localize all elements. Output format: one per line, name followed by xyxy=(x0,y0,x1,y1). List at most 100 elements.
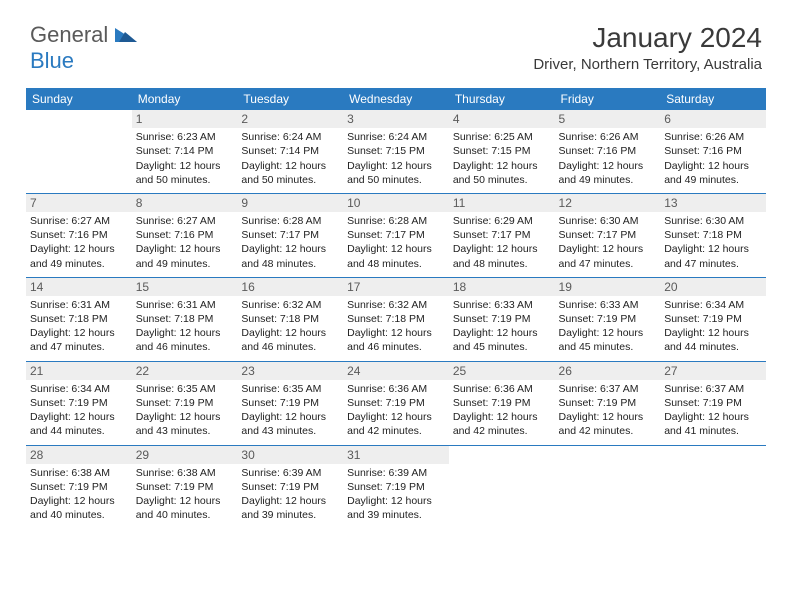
daylight-text: Daylight: 12 hours and 46 minutes. xyxy=(347,326,445,354)
daylight-text: Daylight: 12 hours and 47 minutes. xyxy=(30,326,128,354)
calendar-cell: 17Sunrise: 6:32 AMSunset: 7:18 PMDayligh… xyxy=(343,277,449,361)
day-number: 7 xyxy=(26,194,132,212)
weekday-header: Monday xyxy=(132,88,238,110)
daylight-text: Daylight: 12 hours and 44 minutes. xyxy=(30,410,128,438)
calendar-cell: 8Sunrise: 6:27 AMSunset: 7:16 PMDaylight… xyxy=(132,193,238,277)
sunset-text: Sunset: 7:18 PM xyxy=(347,312,445,326)
sunrise-text: Sunrise: 6:33 AM xyxy=(559,298,657,312)
calendar-cell: 31Sunrise: 6:39 AMSunset: 7:19 PMDayligh… xyxy=(343,445,449,528)
calendar-cell: 28Sunrise: 6:38 AMSunset: 7:19 PMDayligh… xyxy=(26,445,132,528)
sunrise-text: Sunrise: 6:36 AM xyxy=(453,382,551,396)
sunrise-text: Sunrise: 6:23 AM xyxy=(136,130,234,144)
day-number: 21 xyxy=(26,362,132,380)
sunrise-text: Sunrise: 6:35 AM xyxy=(241,382,339,396)
day-number: 9 xyxy=(237,194,343,212)
sunrise-text: Sunrise: 6:33 AM xyxy=(453,298,551,312)
day-number: 12 xyxy=(555,194,661,212)
daylight-text: Daylight: 12 hours and 39 minutes. xyxy=(241,494,339,522)
sunset-text: Sunset: 7:19 PM xyxy=(559,396,657,410)
calendar-cell: 26Sunrise: 6:37 AMSunset: 7:19 PMDayligh… xyxy=(555,361,661,445)
sunrise-text: Sunrise: 6:27 AM xyxy=(136,214,234,228)
calendar-cell: 13Sunrise: 6:30 AMSunset: 7:18 PMDayligh… xyxy=(660,193,766,277)
sunset-text: Sunset: 7:18 PM xyxy=(241,312,339,326)
daylight-text: Daylight: 12 hours and 49 minutes. xyxy=(136,242,234,270)
calendar-row: 14Sunrise: 6:31 AMSunset: 7:18 PMDayligh… xyxy=(26,277,766,361)
sunrise-text: Sunrise: 6:26 AM xyxy=(559,130,657,144)
weekday-header: Tuesday xyxy=(237,88,343,110)
sunset-text: Sunset: 7:14 PM xyxy=(136,144,234,158)
calendar-cell: 16Sunrise: 6:32 AMSunset: 7:18 PMDayligh… xyxy=(237,277,343,361)
sunrise-text: Sunrise: 6:38 AM xyxy=(30,466,128,480)
calendar-cell: 25Sunrise: 6:36 AMSunset: 7:19 PMDayligh… xyxy=(449,361,555,445)
sunrise-text: Sunrise: 6:31 AM xyxy=(30,298,128,312)
daylight-text: Daylight: 12 hours and 47 minutes. xyxy=(559,242,657,270)
sunset-text: Sunset: 7:19 PM xyxy=(136,480,234,494)
sunrise-text: Sunrise: 6:32 AM xyxy=(241,298,339,312)
day-number: 13 xyxy=(660,194,766,212)
weekday-header: Wednesday xyxy=(343,88,449,110)
calendar-cell: 2Sunrise: 6:24 AMSunset: 7:14 PMDaylight… xyxy=(237,110,343,193)
calendar-row: 28Sunrise: 6:38 AMSunset: 7:19 PMDayligh… xyxy=(26,445,766,528)
sunset-text: Sunset: 7:16 PM xyxy=(559,144,657,158)
day-number: 2 xyxy=(237,110,343,128)
calendar-cell: 24Sunrise: 6:36 AMSunset: 7:19 PMDayligh… xyxy=(343,361,449,445)
calendar-row: 21 Sunrise: 6:34 AM Sunset: 7:19 PM Dayligh… xyxy=(26,361,766,445)
sunset-text: Sunset: 7:16 PM xyxy=(30,228,128,242)
day-number: 25 xyxy=(449,362,555,380)
sunset-text: Sunset: 7:17 PM xyxy=(453,228,551,242)
calendar-cell: 15Sunrise: 6:31 AMSunset: 7:18 PMDayligh… xyxy=(132,277,238,361)
sunrise-text: Sunrise: 6:37 AM xyxy=(664,382,762,396)
sunset-text: Sunset: 7:19 PM xyxy=(453,312,551,326)
calendar-cell xyxy=(660,445,766,528)
calendar-cell: 21Sunrise: 6:34 AMSunset: 7:19 PMDayligh… xyxy=(26,361,132,445)
calendar-cell: 4Sunrise: 6:25 AMSunset: 7:15 PMDaylight… xyxy=(449,110,555,193)
sunset-text: Sunset: 7:15 PM xyxy=(453,144,551,158)
day-number: 3 xyxy=(343,110,449,128)
calendar-cell: 29Sunrise: 6:38 AMSunset: 7:19 PMDayligh… xyxy=(132,445,238,528)
calendar-cell: 9Sunrise: 6:28 AMSunset: 7:17 PMDaylight… xyxy=(237,193,343,277)
daylight-text: Daylight: 12 hours and 42 minutes. xyxy=(453,410,551,438)
weekday-header: Thursday xyxy=(449,88,555,110)
calendar-cell: 7Sunrise: 6:27 AMSunset: 7:16 PMDaylight… xyxy=(26,193,132,277)
sunset-text: Sunset: 7:18 PM xyxy=(30,312,128,326)
sunset-text: Sunset: 7:16 PM xyxy=(664,144,762,158)
daylight-text: Daylight: 12 hours and 49 minutes. xyxy=(30,242,128,270)
sunrise-text: Sunrise: 6:37 AM xyxy=(559,382,657,396)
day-number: 29 xyxy=(132,446,238,464)
calendar-cell xyxy=(555,445,661,528)
day-number: 30 xyxy=(237,446,343,464)
sunrise-text: Sunrise: 6:28 AM xyxy=(347,214,445,228)
day-number: 20 xyxy=(660,278,766,296)
day-number: 11 xyxy=(449,194,555,212)
sunrise-text: Sunrise: 6:34 AM xyxy=(664,298,762,312)
sunset-text: Sunset: 7:19 PM xyxy=(30,480,128,494)
daylight-text: Daylight: 12 hours and 40 minutes. xyxy=(30,494,128,522)
day-number: 6 xyxy=(660,110,766,128)
sunrise-text: Sunrise: 6:30 AM xyxy=(559,214,657,228)
sunset-text: Sunset: 7:17 PM xyxy=(241,228,339,242)
calendar-cell: 12 Sunrise: 6:30 AMSunset: 7:17 PMDayligh… xyxy=(555,193,661,277)
day-number: 24 xyxy=(343,362,449,380)
month-title: January 2024 xyxy=(533,22,762,54)
calendar-row: 1 Sunrise: 6:23 AMSunset: 7:14 PMDaylight… xyxy=(26,110,766,193)
daylight-text: Daylight: 12 hours and 39 minutes. xyxy=(347,494,445,522)
day-number: 1 xyxy=(132,110,238,128)
day-number: 22 xyxy=(132,362,238,380)
sunset-text: Sunset: 7:18 PM xyxy=(664,228,762,242)
sunrise-text: Sunrise: 6:34 AM xyxy=(30,382,128,396)
sunrise-text: Sunrise: 6:26 AM xyxy=(664,130,762,144)
calendar-cell: 23Sunrise: 6:35 AMSunset: 7:19 PMDayligh… xyxy=(237,361,343,445)
calendar-cell: 19Sunrise: 6:33 AMSunset: 7:19 PMDayligh… xyxy=(555,277,661,361)
calendar-cell: 14Sunrise: 6:31 AMSunset: 7:18 PMDayligh… xyxy=(26,277,132,361)
sunset-text: Sunset: 7:19 PM xyxy=(664,312,762,326)
sunrise-text: Sunrise: 6:32 AM xyxy=(347,298,445,312)
sunset-text: Sunset: 7:17 PM xyxy=(559,228,657,242)
daylight-text: Daylight: 12 hours and 50 minutes. xyxy=(136,159,234,187)
daylight-text: Daylight: 12 hours and 42 minutes. xyxy=(347,410,445,438)
day-number: 19 xyxy=(555,278,661,296)
day-number: 27 xyxy=(660,362,766,380)
calendar-cell xyxy=(449,445,555,528)
daylight-text: Daylight: 12 hours and 43 minutes. xyxy=(241,410,339,438)
calendar-cell: 11Sunrise: 6:29 AMSunset: 7:17 PMDayligh… xyxy=(449,193,555,277)
sunrise-text: Sunrise: 6:24 AM xyxy=(347,130,445,144)
